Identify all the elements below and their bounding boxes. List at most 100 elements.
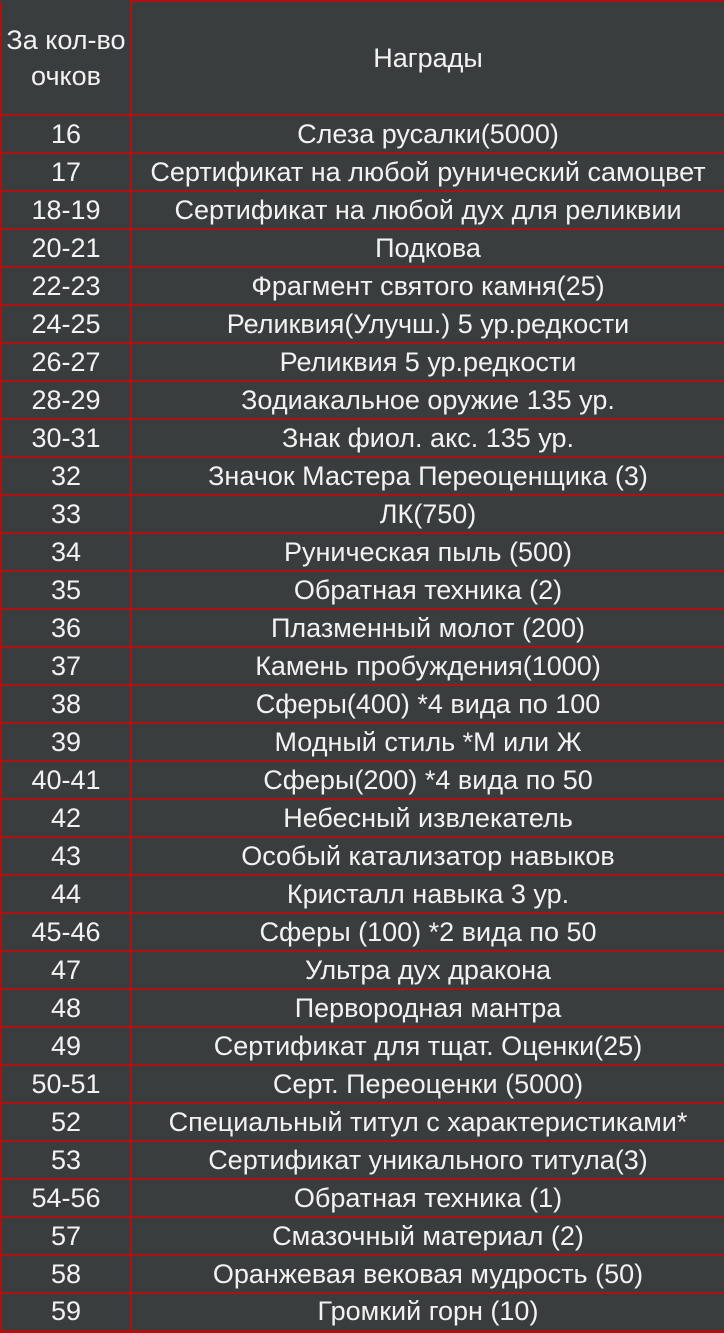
- points-cell: 34: [0, 532, 132, 572]
- reward-cell: Модный стиль *М или Ж: [130, 722, 724, 762]
- reward-cell: Слеза русалки(5000): [130, 114, 724, 154]
- table-row: 58 Оранжевая вековая мудрость (50): [0, 1254, 724, 1294]
- table-row: 57 Смазочный материал (2): [0, 1216, 724, 1256]
- reward-cell: Знак фиол. акс. 135 ур.: [130, 418, 724, 458]
- table-row: 44 Кристалл навыка 3 ур.: [0, 874, 724, 914]
- table-row: 42 Небесный извлекатель: [0, 798, 724, 838]
- table-row: 47 Ультра дух дракона: [0, 950, 724, 990]
- reward-cell: Камень пробуждения(1000): [130, 646, 724, 686]
- reward-cell: Фрагмент святого камня(25): [130, 266, 724, 306]
- points-cell: 58: [0, 1254, 132, 1294]
- reward-cell: Зодиакальное оружие 135 ур.: [130, 380, 724, 420]
- table-row: 26-27 Реликвия 5 ур.редкости: [0, 342, 724, 382]
- table-row: 40-41 Сферы(200) *4 вида по 50: [0, 760, 724, 800]
- table-row: 17 Сертификат на любой рунический самоцве…: [0, 152, 724, 192]
- points-cell: 24-25: [0, 304, 132, 344]
- reward-cell: Сертификат уникального титула(3): [130, 1140, 724, 1180]
- points-cell: 26-27: [0, 342, 132, 382]
- reward-cell: Небесный извлекатель: [130, 798, 724, 838]
- table-row: 45-46 Сферы (100) *2 вида по 50: [0, 912, 724, 952]
- table-row: 48 Первородная мантра: [0, 988, 724, 1028]
- points-cell: 42: [0, 798, 132, 838]
- points-cell: 40-41: [0, 760, 132, 800]
- reward-cell: Сертификат для тщат. Оценки(25): [130, 1026, 724, 1066]
- table-row: 30-31 Знак фиол. акс. 135 ур.: [0, 418, 724, 458]
- points-cell: 44: [0, 874, 132, 914]
- points-cell: 45-46: [0, 912, 132, 952]
- points-header-cell: За кол-во очков: [0, 0, 132, 116]
- header-row: За кол-во очков Награды: [0, 0, 724, 116]
- table-row: 37 Камень пробуждения(1000): [0, 646, 724, 686]
- rewards-table-body: 16 Слеза русалки(5000) 17 Сертификат на люб…: [0, 114, 724, 1333]
- points-cell: 30-31: [0, 418, 132, 458]
- points-header-line-1: За кол-во: [6, 24, 126, 55]
- table-row: 50-51 Серт. Переоценки (5000): [0, 1064, 724, 1104]
- reward-cell: Ультра дух дракона: [130, 950, 724, 990]
- reward-cell: Сферы (100) *2 вида по 50: [130, 912, 724, 952]
- table-row: 49 Сертификат для тщат. Оценки(25): [0, 1026, 724, 1066]
- table-row: 24-25 Реликвия(Улучш.) 5 ур.редкости: [0, 304, 724, 344]
- reward-cell: Реликвия 5 ур.редкости: [130, 342, 724, 382]
- table-row: 34 Руническая пыль (500): [0, 532, 724, 572]
- points-cell: 35: [0, 570, 132, 610]
- rewards-table-header: За кол-во очков Награды: [0, 0, 724, 116]
- table-row: 20-21 Подкова: [0, 228, 724, 268]
- reward-cell: Громкий горн (10): [130, 1292, 724, 1333]
- table-row: 38 Сферы(400) *4 вида по 100: [0, 684, 724, 724]
- table-row: 33 ЛК(750): [0, 494, 724, 534]
- reward-cell: Руническая пыль (500): [130, 532, 724, 572]
- reward-cell: Значок Мастера Переоценщика (3): [130, 456, 724, 496]
- points-header-line-2: очков: [31, 61, 101, 91]
- reward-cell: ЛК(750): [130, 494, 724, 534]
- points-cell: 59: [0, 1292, 132, 1333]
- reward-cell: Плазменный молот (200): [130, 608, 724, 648]
- points-cell: 54-56: [0, 1178, 132, 1218]
- reward-cell: Подкова: [130, 228, 724, 268]
- points-cell: 50-51: [0, 1064, 132, 1104]
- reward-cell: Кристалл навыка 3 ур.: [130, 874, 724, 914]
- points-cell: 18-19: [0, 190, 132, 230]
- table-row: 32 Значок Мастера Переоценщика (3): [0, 456, 724, 496]
- points-cell: 32: [0, 456, 132, 496]
- table-row: 28-29 Зодиакальное оружие 135 ур.: [0, 380, 724, 420]
- table-row: 16 Слеза русалки(5000): [0, 114, 724, 154]
- points-cell: 38: [0, 684, 132, 724]
- reward-cell: Реликвия(Улучш.) 5 ур.редкости: [130, 304, 724, 344]
- reward-cell: Специальный титул с характеристиками*: [130, 1102, 724, 1142]
- table-row: 52 Специальный титул с характеристиками*: [0, 1102, 724, 1142]
- reward-cell: Серт. Переоценки (5000): [130, 1064, 724, 1104]
- points-cell: 43: [0, 836, 132, 876]
- table-row: 39 Модный стиль *М или Ж: [0, 722, 724, 762]
- table-row: 36 Плазменный молот (200): [0, 608, 724, 648]
- reward-cell: Сферы(400) *4 вида по 100: [130, 684, 724, 724]
- table-row: 53 Сертификат уникального титула(3): [0, 1140, 724, 1180]
- reward-cell: Сертификат на любой дух для реликвии: [130, 190, 724, 230]
- points-cell: 53: [0, 1140, 132, 1180]
- table-row: 43 Особый катализатор навыков: [0, 836, 724, 876]
- table-row: 59 Громкий горн (10): [0, 1292, 724, 1333]
- points-cell: 28-29: [0, 380, 132, 420]
- points-cell: 33: [0, 494, 132, 534]
- table-row: 18-19 Сертификат на любой дух для реликви…: [0, 190, 724, 230]
- points-cell: 22-23: [0, 266, 132, 306]
- points-cell: 48: [0, 988, 132, 1028]
- reward-cell: Сферы(200) *4 вида по 50: [130, 760, 724, 800]
- points-cell: 16: [0, 114, 132, 154]
- table-row: 54-56 Обратная техника (1): [0, 1178, 724, 1218]
- points-cell: 20-21: [0, 228, 132, 268]
- reward-cell: Первородная мантра: [130, 988, 724, 1028]
- reward-cell: Сертификат на любой рунический самоцвет: [130, 152, 724, 192]
- points-cell: 39: [0, 722, 132, 762]
- points-cell: 52: [0, 1102, 132, 1142]
- table-row: 22-23 Фрагмент святого камня(25): [0, 266, 724, 306]
- reward-cell: Обратная техника (2): [130, 570, 724, 610]
- points-cell: 57: [0, 1216, 132, 1256]
- table-row: 35 Обратная техника (2): [0, 570, 724, 610]
- points-cell: 49: [0, 1026, 132, 1066]
- points-cell: 17: [0, 152, 132, 192]
- points-cell: 37: [0, 646, 132, 686]
- reward-cell: Смазочный материал (2): [130, 1216, 724, 1256]
- points-cell: 36: [0, 608, 132, 648]
- points-cell: 47: [0, 950, 132, 990]
